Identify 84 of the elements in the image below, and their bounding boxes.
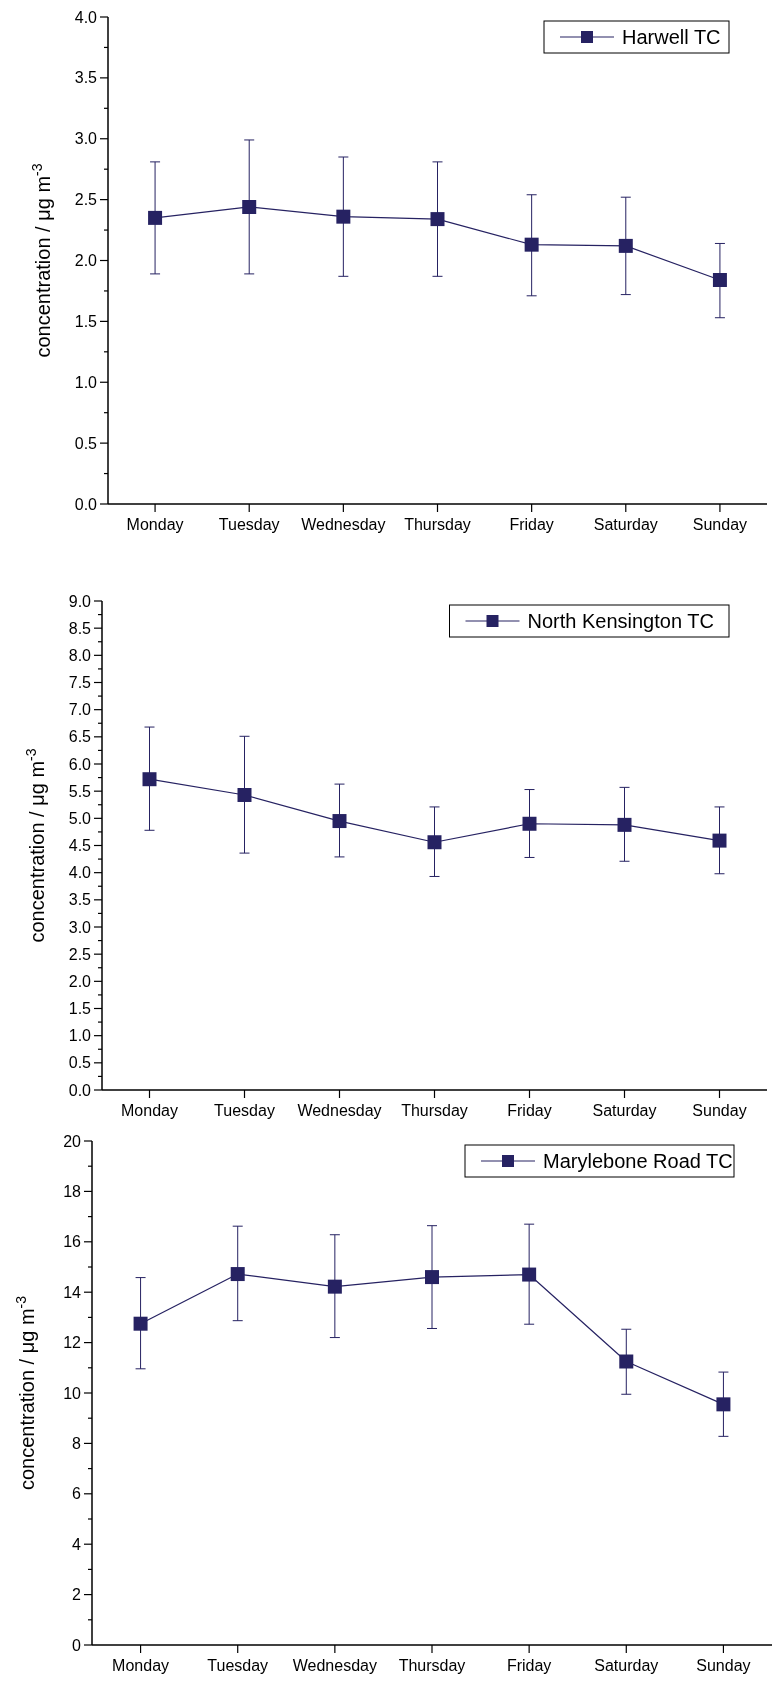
y-tick-label: 18 bbox=[63, 1183, 82, 1200]
y-tick-label: 3.5 bbox=[74, 69, 98, 87]
x-tick-label: Sunday bbox=[692, 516, 748, 533]
y-tick-label: 1.5 bbox=[74, 312, 98, 330]
x-tick-label: Saturday bbox=[592, 1102, 657, 1119]
x-tick-label: Tuesday bbox=[207, 1657, 269, 1674]
point bbox=[716, 1397, 731, 1412]
point bbox=[237, 787, 252, 802]
point bbox=[522, 1267, 537, 1282]
point bbox=[522, 816, 537, 831]
y-tick-label: 0.5 bbox=[68, 1054, 92, 1072]
x-tick-label: Wednesday bbox=[301, 516, 386, 533]
y-tick-label: 16 bbox=[63, 1233, 82, 1251]
point bbox=[332, 814, 347, 829]
x-tick-label: Thursday bbox=[398, 1657, 466, 1674]
y-tick-label: 12 bbox=[63, 1334, 82, 1352]
y-tick-label: 6.5 bbox=[68, 728, 92, 746]
x-tick-label: Sunday bbox=[696, 1657, 751, 1674]
y-tick-label: 2.5 bbox=[74, 191, 98, 209]
point bbox=[327, 1279, 342, 1294]
x-tick-label: Thursday bbox=[401, 1102, 468, 1119]
point bbox=[617, 817, 632, 832]
y-tick-label: 9.0 bbox=[68, 592, 92, 610]
point bbox=[425, 1270, 439, 1285]
legend-label: North Kensington TC bbox=[527, 610, 714, 632]
y-tick-label: 4 bbox=[72, 1535, 82, 1553]
x-tick-label: Sunday bbox=[692, 1102, 747, 1119]
point bbox=[712, 272, 727, 287]
x-tick-label: Saturday bbox=[593, 516, 658, 533]
y-tick-label: 1.5 bbox=[68, 1000, 92, 1018]
y-tick-label: 8.0 bbox=[68, 646, 92, 664]
y-tick-label: 4.0 bbox=[74, 8, 98, 26]
y-tick-label: 0 bbox=[72, 1636, 82, 1654]
y-tick-label: 8.5 bbox=[68, 619, 92, 637]
y-tick-label: 2.5 bbox=[68, 945, 92, 963]
y-tick-label: 0.0 bbox=[74, 495, 98, 513]
legend-label: Marylebone Road TC bbox=[543, 1150, 733, 1172]
legend-label: Harwell TC bbox=[622, 26, 721, 48]
point bbox=[142, 772, 157, 787]
y-tick-label: 6 bbox=[72, 1485, 82, 1503]
y-tick-label: 3.0 bbox=[68, 918, 92, 936]
y-tick-label: 5.0 bbox=[68, 809, 92, 827]
point bbox=[148, 210, 163, 225]
y-tick-label: 5.5 bbox=[68, 782, 92, 800]
x-tick-label: Friday bbox=[509, 516, 554, 533]
point bbox=[133, 1316, 148, 1331]
y-tick-label: 1.0 bbox=[74, 373, 98, 391]
y-tick-label: 3.0 bbox=[74, 130, 98, 148]
y-tick-label: 3.5 bbox=[68, 891, 92, 909]
y-tick-label: 6.0 bbox=[68, 755, 92, 773]
point bbox=[430, 212, 445, 227]
x-tick-label: Friday bbox=[506, 1657, 552, 1674]
x-tick-label: Saturday bbox=[594, 1657, 659, 1674]
x-tick-label: Wednesday bbox=[292, 1657, 377, 1674]
x-tick-label: Monday bbox=[121, 1102, 178, 1119]
y-tick-label: 2.0 bbox=[68, 972, 92, 990]
x-tick-label: Friday bbox=[507, 1102, 552, 1119]
point bbox=[336, 209, 351, 224]
point bbox=[427, 835, 442, 850]
point bbox=[618, 238, 633, 253]
y-tick-label: 8 bbox=[72, 1435, 82, 1452]
y-tick-label: 4.0 bbox=[68, 864, 92, 882]
y-tick-label: 0.0 bbox=[68, 1081, 92, 1099]
y-tick-label: 1.0 bbox=[68, 1027, 92, 1045]
y-tick-label: 14 bbox=[63, 1283, 82, 1301]
point bbox=[524, 237, 539, 252]
y-tick-label: 4.5 bbox=[68, 837, 92, 855]
y-tick-label: 20 bbox=[63, 1132, 82, 1150]
y-tick-label: 7.0 bbox=[68, 701, 92, 719]
point bbox=[230, 1267, 245, 1282]
y-tick-label: 10 bbox=[63, 1384, 82, 1402]
point bbox=[242, 199, 257, 214]
point bbox=[619, 1354, 634, 1369]
x-tick-label: Monday bbox=[112, 1657, 170, 1674]
y-tick-label: 7.5 bbox=[68, 674, 92, 692]
x-tick-label: Wednesday bbox=[297, 1102, 382, 1119]
y-tick-label: 2.0 bbox=[74, 252, 98, 270]
y-tick-label: 0.5 bbox=[74, 434, 98, 452]
x-tick-label: Tuesday bbox=[218, 516, 280, 533]
point bbox=[712, 833, 727, 848]
y-tick-label: 2 bbox=[72, 1586, 82, 1604]
x-tick-label: Monday bbox=[126, 516, 184, 533]
x-tick-label: Tuesday bbox=[214, 1102, 275, 1119]
x-tick-label: Thursday bbox=[404, 516, 471, 533]
